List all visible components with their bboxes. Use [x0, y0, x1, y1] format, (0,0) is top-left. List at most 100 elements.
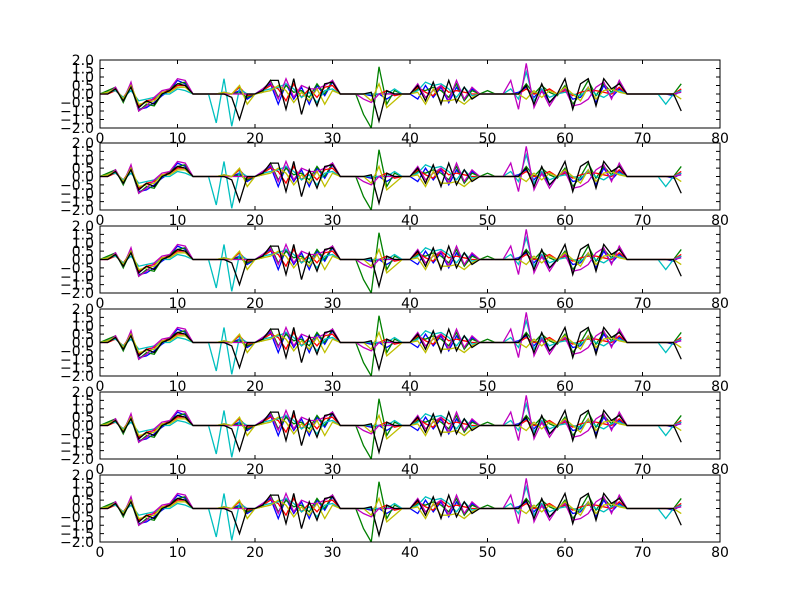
x-tick-label: 30	[324, 545, 342, 561]
x-tick-label: 10	[169, 213, 187, 229]
series-group	[100, 146, 682, 210]
y-tick-label: 1.0	[72, 70, 94, 86]
x-tick-label: 80	[711, 379, 729, 395]
x-tick-label: 30	[324, 462, 342, 478]
x-tick-label: 40	[401, 213, 419, 229]
series-group	[100, 229, 682, 293]
x-tick-label: 10	[169, 545, 187, 561]
y-tick-label: 0.5	[72, 410, 94, 426]
y-tick-label: 1.0	[72, 236, 94, 252]
y-tick-label: −1.0	[60, 104, 94, 120]
y-tick-label: 2.0	[72, 136, 94, 152]
y-tick-label: −1.5	[60, 113, 94, 129]
x-tick-label: 30	[324, 213, 342, 229]
x-tick-label: 20	[246, 213, 264, 229]
y-tick-label: 2.0	[72, 385, 94, 401]
y-tick-label: 2.0	[72, 302, 94, 318]
y-tick-label: 0.0	[72, 336, 94, 352]
y-tick-label: −1.5	[60, 527, 94, 543]
x-tick-label: 10	[169, 296, 187, 312]
y-tick-label: −2.0	[60, 535, 94, 551]
y-tick-label: 1.5	[72, 393, 94, 409]
subplot-3: 0 10 20 30 40 50 60 70 80 2.01.51.00.50.0−0.5−1.0…	[60, 219, 729, 312]
series-line-7	[100, 242, 682, 289]
series-line-7	[100, 159, 682, 206]
y-tick-label: 0.0	[72, 502, 94, 518]
x-tick-label: 10	[169, 379, 187, 395]
subplot-6: 0 10 20 30 40 50 60 70 80 2.01.51.00.50.0−0.5−1.0…	[60, 468, 729, 561]
x-tick-label: 50	[479, 545, 497, 561]
y-tick-label: −2.0	[60, 203, 94, 219]
x-tick-label: 40	[401, 296, 419, 312]
x-tick-label: 70	[634, 213, 652, 229]
x-tick-label: 60	[556, 213, 574, 229]
x-tick-label: 60	[556, 379, 574, 395]
y-tick-label: 1.5	[72, 227, 94, 243]
y-tick-label: 0.5	[72, 161, 94, 177]
x-tick-label: 30	[324, 296, 342, 312]
x-tick-label: 20	[246, 379, 264, 395]
x-tick-label: 80	[711, 296, 729, 312]
x-tick-label: 20	[246, 545, 264, 561]
x-tick-label: 10	[169, 462, 187, 478]
x-tick-label: 70	[634, 379, 652, 395]
y-tick-label: 1.0	[72, 319, 94, 335]
x-tick-label: 20	[246, 296, 264, 312]
y-tick-label: −2.0	[60, 369, 94, 385]
x-tick-label: 50	[479, 379, 497, 395]
y-tick-label: −1.0	[60, 352, 94, 368]
y-tick-label: −1.0	[60, 435, 94, 451]
x-tick-label: 40	[401, 545, 419, 561]
x-tick-label: 80	[711, 462, 729, 478]
y-tick-label: −2.0	[60, 286, 94, 302]
y-tick-label: −0.5	[60, 427, 94, 443]
x-tick-label: 0	[96, 379, 105, 395]
y-tick-label: 2.0	[72, 468, 94, 484]
y-tick-label: 1.5	[72, 310, 94, 326]
x-tick-label: 70	[634, 462, 652, 478]
x-tick-label: 0	[96, 462, 105, 478]
series-group	[100, 312, 682, 376]
series-line-7	[100, 491, 682, 538]
y-tick-label: −1.0	[60, 186, 94, 202]
y-tick-label: 2.0	[72, 53, 94, 69]
y-tick-label: −1.0	[60, 269, 94, 285]
x-tick-label: 80	[711, 213, 729, 229]
x-tick-label: 70	[634, 545, 652, 561]
y-tick-label: 0.0	[72, 170, 94, 186]
y-tick-label: 0.5	[72, 244, 94, 260]
y-tick-label: −0.5	[60, 344, 94, 360]
y-tick-label: 0.0	[72, 419, 94, 435]
x-tick-label: 80	[711, 545, 729, 561]
subplot-2: 0 10 20 30 40 50 60 70 80 2.01.51.00.50.0−0.5−1.0…	[60, 136, 729, 229]
x-tick-label: 60	[556, 296, 574, 312]
x-tick-label: 60	[556, 545, 574, 561]
y-tick-label: 1.5	[72, 62, 94, 78]
y-tick-label: 2.0	[72, 219, 94, 235]
x-tick-label: 0	[96, 213, 105, 229]
y-tick-label: −1.5	[60, 361, 94, 377]
y-tick-label: 1.0	[72, 153, 94, 169]
y-tick-label: −1.5	[60, 444, 94, 460]
x-tick-label: 0	[96, 296, 105, 312]
y-tick-label: −2.0	[60, 452, 94, 468]
series-group	[100, 395, 682, 459]
y-tick-label: −1.0	[60, 518, 94, 534]
x-tick-label: 0	[96, 545, 105, 561]
x-tick-label: 30	[324, 379, 342, 395]
subplot-5: 0 10 20 30 40 50 60 70 80 2.01.51.00.50.0−0.5−1.0…	[60, 385, 729, 478]
series-line-7	[100, 408, 682, 455]
y-tick-label: −0.5	[60, 510, 94, 526]
x-tick-label: 70	[634, 296, 652, 312]
x-tick-label: 50	[479, 462, 497, 478]
y-tick-label: −2.0	[60, 121, 94, 137]
y-tick-label: −0.5	[60, 261, 94, 277]
series-line-7	[100, 76, 682, 124]
x-tick-label: 50	[479, 213, 497, 229]
y-tick-label: 0.5	[72, 79, 94, 95]
subplot-1: 0 10 20 30 40 50 60 70 802.01.51.00.50.0−0.5−1.0…	[60, 53, 729, 147]
y-tick-label: −0.5	[60, 178, 94, 194]
subplot-4: 0 10 20 30 40 50 60 70 80 2.01.51.00.50.0−0.5−1.0…	[60, 302, 729, 395]
